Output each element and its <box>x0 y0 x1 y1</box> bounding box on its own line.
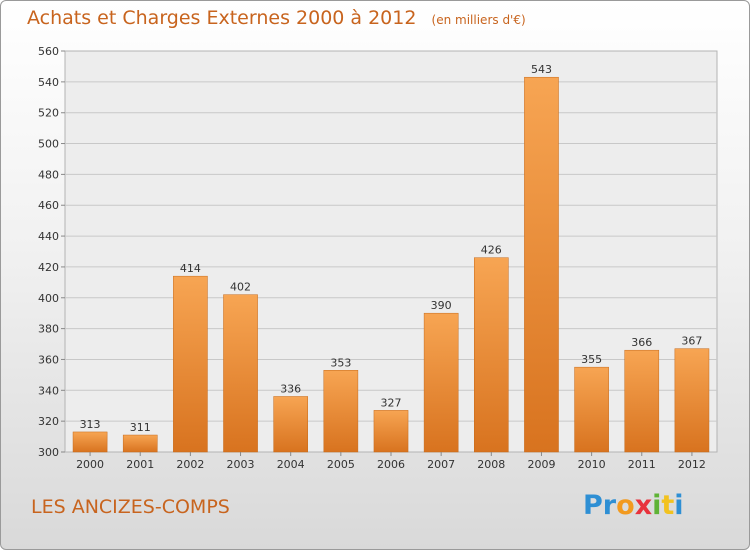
bars: 313 311 414 402 336 353 327 390 426 543 355 366 367 <box>72 63 710 453</box>
logo-letter: P <box>583 490 603 521</box>
logo-letter: t <box>661 490 675 521</box>
x-tick-label: 2006 <box>377 458 405 471</box>
x-tick-label: 2000 <box>76 458 104 471</box>
x-tick-label: 2002 <box>176 458 204 471</box>
y-tick-label: 320 <box>38 415 59 428</box>
data-label: 426 <box>481 244 502 257</box>
y-tick-label: 340 <box>38 384 59 397</box>
plot-area <box>64 50 718 453</box>
data-label: 353 <box>330 356 351 369</box>
bar-2011 <box>624 349 660 453</box>
commune-name: LES ANCIZES-COMPS <box>31 496 230 518</box>
bar-2007 <box>423 312 459 453</box>
proxiti-logo: Proxiti <box>583 490 684 521</box>
bar-2002 <box>173 275 208 453</box>
bar-2004 <box>273 396 308 453</box>
y-tick-label: 520 <box>38 107 59 120</box>
y-tick-label: 380 <box>38 323 59 336</box>
logo-letter: i <box>674 490 684 521</box>
data-label: 313 <box>80 418 101 431</box>
chart-title: Achats et Charges Externes 2000 à 2012 <box>27 7 417 29</box>
bar-2000 <box>72 431 108 453</box>
y-axis-ticks: 300 320 340 360 380 400 420 440 460 480 500 520 540 5… <box>38 45 65 459</box>
x-tick-label: 2008 <box>477 458 505 471</box>
y-tick-label: 440 <box>38 230 59 243</box>
data-label: 367 <box>681 335 702 348</box>
x-tick-label: 2003 <box>227 458 255 471</box>
data-label: 336 <box>280 382 301 395</box>
x-tick-label: 2005 <box>327 458 355 471</box>
x-tick-label: 2010 <box>578 458 606 471</box>
data-label: 327 <box>381 396 402 409</box>
data-label: 366 <box>631 336 652 349</box>
x-tick-label: 2009 <box>527 458 555 471</box>
y-tick-label: 400 <box>38 292 59 305</box>
data-label: 311 <box>130 421 151 434</box>
logo-letter: r <box>602 490 617 521</box>
y-tick-label: 460 <box>38 199 59 212</box>
data-label: 402 <box>230 281 251 294</box>
y-tick-label: 500 <box>38 138 59 151</box>
logo-letter: i <box>652 490 662 521</box>
x-tick-label: 2011 <box>628 458 656 471</box>
x-tick-label: 2004 <box>277 458 305 471</box>
data-label: 543 <box>531 63 552 76</box>
x-tick-label: 2007 <box>427 458 455 471</box>
y-tick-label: 300 <box>38 446 59 459</box>
y-tick-label: 420 <box>38 261 59 274</box>
bar-2012 <box>674 348 710 453</box>
y-tick-label: 540 <box>38 76 59 89</box>
x-tick-label: 2001 <box>126 458 154 471</box>
bar-2006 <box>373 410 409 453</box>
bar-2010 <box>574 366 609 453</box>
title-row: Achats et Charges Externes 2000 à 2012 (… <box>27 7 526 29</box>
data-label: 355 <box>581 353 602 366</box>
chart-unit: (en milliers d'€) <box>431 13 526 27</box>
x-tick-label: 2012 <box>678 458 706 471</box>
logo-letter: x <box>634 490 653 521</box>
y-tick-label: 360 <box>38 353 59 366</box>
bar-2001 <box>122 434 158 453</box>
y-tick-label: 480 <box>38 168 59 181</box>
data-label: 414 <box>180 262 201 275</box>
x-axis-ticks: 2000 2001 2002 2003 2004 2005 2006 2007 2008 2009… <box>76 452 706 471</box>
bar-2003 <box>223 294 258 453</box>
bar-2008 <box>474 257 509 453</box>
bar-2005 <box>323 370 359 453</box>
data-label: 390 <box>431 299 452 312</box>
logo-letter: o <box>616 490 635 521</box>
bar-2009 <box>524 76 559 453</box>
y-tick-label: 560 <box>38 45 59 58</box>
